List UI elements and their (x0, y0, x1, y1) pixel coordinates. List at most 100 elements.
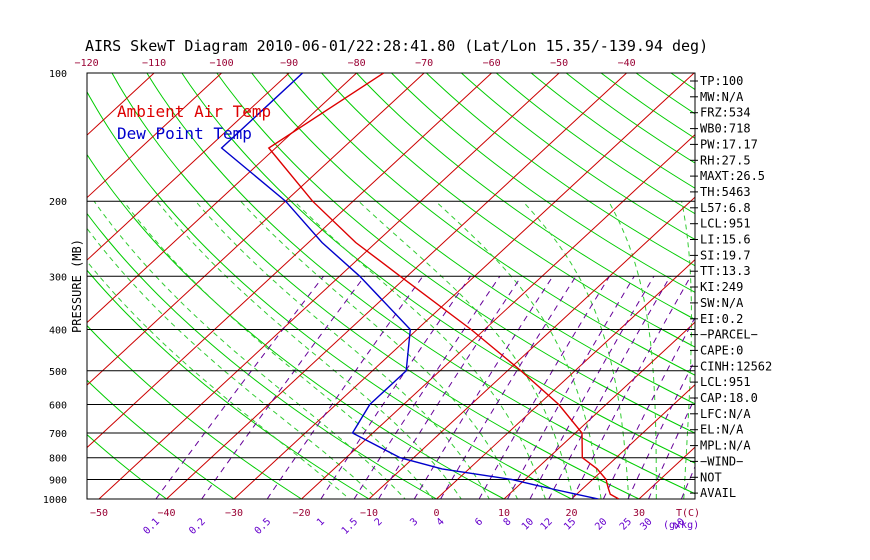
dry-adiabat (181, 73, 695, 464)
data-series (220, 73, 620, 499)
stability-index: WB0:718 (700, 122, 751, 136)
stability-index: AVAIL (700, 486, 736, 500)
moist-adiabat (522, 200, 630, 499)
mixing-ratio-tick-label: 1 (315, 516, 327, 528)
dry-adiabat (530, 73, 695, 189)
dry-adiabat (391, 73, 695, 293)
top-temp-tick-label: −100 (210, 58, 234, 69)
mixing-ratio-line (440, 276, 577, 499)
stability-index: LFC:N/A (700, 407, 751, 421)
top-temp-tick-label: −90 (280, 58, 298, 69)
isotherm (166, 73, 627, 499)
top-temp-tick-label: −120 (75, 58, 99, 69)
mixing-ratio-line (602, 316, 695, 499)
bottom-temp-tick-label: −40 (157, 508, 175, 519)
stability-index: TH:5463 (700, 185, 751, 199)
isotherm (774, 73, 870, 499)
pressure-tick-label: 800 (49, 454, 67, 465)
stability-index: EL:N/A (700, 423, 744, 437)
mixing-ratio-tick-label: 6 (473, 516, 485, 528)
bottom-temp-tick-label: −30 (225, 508, 243, 519)
dry-adiabat (461, 73, 695, 241)
stability-index: CINH:12562 (700, 359, 772, 373)
bottom-temp-tick-label: −50 (90, 508, 108, 519)
isotherm (571, 383, 695, 499)
stability-index: LI:15.6 (700, 233, 751, 247)
top-temp-tick-label: −80 (348, 58, 366, 69)
mixing-ratio-tick-label: 2 (373, 516, 385, 528)
isotherm (87, 73, 425, 386)
dry-adiabat (811, 73, 870, 499)
pressure-tick-label: 600 (49, 401, 67, 412)
chart-title: AIRS SkewT Diagram 2010-06-01/22:28:41.8… (85, 37, 708, 55)
isotherm (368, 196, 695, 499)
isotherm (87, 73, 492, 449)
stability-index: SW:N/A (700, 296, 744, 310)
isotherm (301, 133, 695, 499)
mixing-ratio-line (571, 276, 692, 499)
stability-index: TP:100 (700, 74, 743, 88)
pressure-tick-label: 1000 (43, 495, 67, 506)
stability-index: L57:6.8 (700, 201, 751, 215)
mixing-ratio-line (353, 276, 501, 499)
moist-adiabat (87, 227, 378, 499)
mixing-ratio-line (201, 275, 365, 499)
legend-air-temp: Ambient Air Temp (117, 102, 271, 121)
pressure-tick-label: 200 (49, 197, 67, 208)
moist-adiabat (195, 200, 490, 499)
dry-adiabat (111, 73, 640, 499)
moist-adiabat (293, 200, 546, 499)
stability-index: KI:249 (700, 280, 743, 294)
dry-adiabat (286, 73, 695, 376)
dry-adiabat (495, 73, 695, 215)
stability-index: SI:19.7 (700, 248, 751, 262)
stability-index: MW:N/A (700, 90, 744, 104)
dry-adiabat (426, 73, 695, 267)
stability-index: CAPE:0 (700, 343, 743, 357)
mixing-ratio-tick-label: 0.1 (141, 516, 162, 537)
mixing-ratio-tick-label: 20 (593, 516, 609, 532)
dry-adiabat (87, 324, 302, 499)
top-temp-tick-label: −60 (483, 58, 501, 69)
mixing-ratio-tick-label: 0.5 (253, 516, 274, 537)
mixing-ratio-tick-label: 10 (520, 516, 536, 532)
isotherm (87, 73, 222, 199)
top-temp-tick-label: −50 (550, 58, 568, 69)
stability-index: NOT (700, 470, 722, 484)
top-temp-tick-label: −110 (142, 58, 166, 69)
mixing-ratio-line (507, 276, 635, 499)
stability-index: FRZ:534 (700, 106, 751, 120)
top-temp-tick-label: −70 (415, 58, 433, 69)
mixing-ratio-tick-label: 12 (539, 516, 555, 532)
isotherm (436, 258, 695, 499)
mixing-ratio-tick-label: 0.2 (187, 516, 208, 537)
bottom-temp-tick-label: 30 (633, 508, 645, 519)
stability-index: TT:13.3 (700, 264, 751, 278)
x-axis-label: T(C) (676, 508, 700, 519)
mixing-ratio-line (413, 276, 554, 499)
moist-adiabat (358, 200, 574, 499)
grid (87, 73, 870, 499)
bottom-temp-tick-label: −10 (360, 508, 378, 519)
dry-adiabat (146, 73, 695, 495)
mixing-ratio-tick-label: 3 (408, 516, 420, 528)
mixing-ratio-line (155, 275, 324, 499)
pressure-tick-label: 500 (49, 367, 67, 378)
stability-index: LCL:951 (700, 375, 751, 389)
dry-adiabat (776, 73, 870, 499)
dry-adiabat (321, 73, 695, 348)
mixing-ratio-line (266, 276, 424, 499)
mixing-ratio-line (627, 358, 695, 499)
moist-adiabat (93, 200, 406, 499)
dry-adiabat (87, 269, 370, 499)
dry-adiabat (251, 73, 695, 405)
mixing-ratio-line (320, 276, 471, 499)
y-axis-label: PRESSURE (MB) (70, 239, 84, 333)
dry-adiabat (741, 73, 870, 499)
stability-index: CAP:18.0 (700, 391, 758, 405)
mixing-ratio-tick-label: 4 (435, 516, 447, 528)
bottom-temp-tick-label: 20 (565, 508, 577, 519)
mixing-ratio-tick-label: 25 (618, 516, 634, 532)
dry-adiabat (87, 212, 437, 499)
